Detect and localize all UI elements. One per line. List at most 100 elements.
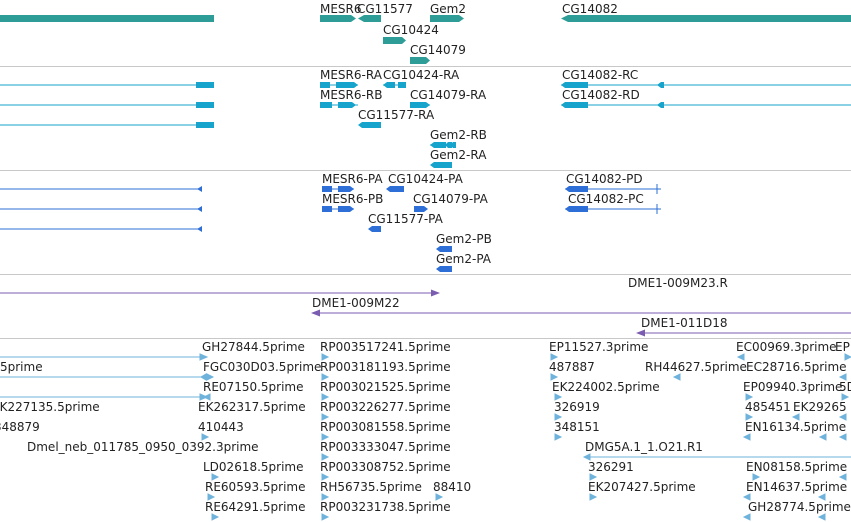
- est-feature[interactable]: [200, 373, 207, 381]
- mrna-label[interactable]: CG11577-RA: [358, 108, 435, 122]
- est-feature[interactable]: [838, 433, 847, 441]
- mrna-exon[interactable]: [338, 102, 356, 108]
- est-label[interactable]: Dmel_neb_011785_0950_0392.3prime: [27, 440, 259, 454]
- mrna-exon[interactable]: [561, 102, 588, 108]
- protein-label[interactable]: MESR6-PB: [322, 192, 384, 206]
- est-label[interactable]: RP003081558.5prime: [320, 420, 451, 434]
- oligo-feature[interactable]: [311, 309, 320, 317]
- est-feature[interactable]: [554, 393, 563, 401]
- mrna-label[interactable]: CG14082-RC: [562, 68, 639, 82]
- protein-label[interactable]: CG14082-PD: [566, 172, 643, 186]
- est-label[interactable]: GH28774.5prime: [748, 500, 851, 514]
- protein-label[interactable]: MESR6-PA: [322, 172, 383, 186]
- est-label[interactable]: EP11527.3prime: [549, 340, 649, 354]
- est-label[interactable]: EN14637.5prime: [746, 480, 848, 494]
- est-label[interactable]: RP003181193.5prime: [320, 360, 451, 374]
- est-label[interactable]: EP: [835, 340, 850, 354]
- est-feature[interactable]: [672, 373, 681, 381]
- protein-feature[interactable]: [197, 206, 202, 212]
- gene-feature[interactable]: [358, 15, 381, 22]
- est-label[interactable]: 326291: [588, 460, 634, 474]
- est-label[interactable]: RE07150.5prime: [203, 380, 304, 394]
- mrna-exon[interactable]: [196, 82, 214, 88]
- est-label[interactable]: EN08158.5prime: [746, 460, 848, 474]
- protein-feature[interactable]: [197, 226, 202, 232]
- mrna-exon[interactable]: [358, 122, 381, 128]
- oligo-label[interactable]: DME1-011D18: [641, 316, 728, 330]
- protein-feature[interactable]: [565, 206, 588, 212]
- est-label[interactable]: EK262317.5prime: [198, 400, 306, 414]
- est-feature[interactable]: [742, 513, 751, 521]
- est-feature[interactable]: [202, 393, 211, 401]
- mrna-exon[interactable]: [336, 82, 358, 88]
- mrna-exon[interactable]: [450, 142, 456, 148]
- mrna-label[interactable]: CG10424-RA: [383, 68, 460, 82]
- gene-label[interactable]: CG14082: [562, 2, 618, 16]
- est-feature[interactable]: [817, 513, 826, 521]
- est-label[interactable]: 5prime: [0, 360, 43, 374]
- est-label[interactable]: RP003021525.5prime: [320, 380, 451, 394]
- protein-label[interactable]: CG14082-PC: [568, 192, 644, 206]
- mrna-exon[interactable]: [320, 82, 330, 88]
- est-feature[interactable]: [752, 473, 761, 481]
- mrna-exon[interactable]: [410, 102, 430, 108]
- protein-feature[interactable]: [322, 206, 332, 212]
- gene-feature[interactable]: [430, 15, 464, 22]
- est-feature[interactable]: [745, 393, 754, 401]
- est-feature[interactable]: [838, 413, 847, 421]
- est-label[interactable]: RP003308752.5prime: [320, 460, 451, 474]
- mrna-exon[interactable]: [445, 142, 452, 148]
- est-feature[interactable]: [211, 473, 220, 481]
- est-feature[interactable]: [321, 373, 330, 381]
- est-feature[interactable]: [817, 493, 826, 501]
- est-feature[interactable]: [736, 353, 745, 361]
- est-feature[interactable]: [207, 493, 216, 501]
- protein-label[interactable]: Gem2-PB: [436, 232, 492, 246]
- mrna-exon[interactable]: [196, 102, 214, 108]
- gene-label[interactable]: CG11577: [357, 2, 413, 16]
- mrna-exon[interactable]: [657, 102, 664, 108]
- est-label[interactable]: 326919: [554, 400, 600, 414]
- mrna-exon[interactable]: [561, 82, 588, 88]
- gene-feature[interactable]: [383, 37, 406, 44]
- est-feature[interactable]: [321, 433, 330, 441]
- protein-label[interactable]: Gem2-PA: [436, 252, 492, 266]
- est-label[interactable]: EC00969.3prime: [736, 340, 837, 354]
- est-label[interactable]: RH44627.5prime: [645, 360, 747, 374]
- mrna-exon[interactable]: [320, 102, 332, 108]
- gene-label[interactable]: Gem2: [430, 2, 467, 16]
- protein-feature[interactable]: [338, 206, 354, 212]
- est-feature[interactable]: [838, 373, 847, 381]
- gene-feature[interactable]: [0, 15, 214, 22]
- est-label[interactable]: 88410: [433, 480, 472, 494]
- est-feature[interactable]: [321, 473, 330, 481]
- est-label[interactable]: 485451: [745, 400, 791, 414]
- est-feature[interactable]: [589, 473, 598, 481]
- gene-feature[interactable]: [320, 15, 356, 22]
- est-feature[interactable]: [321, 493, 330, 501]
- est-feature[interactable]: [838, 473, 847, 481]
- est-feature[interactable]: [201, 433, 210, 441]
- est-label[interactable]: EK227135.5prime: [0, 400, 100, 414]
- oligo-label[interactable]: DME1-009M22: [312, 296, 400, 310]
- est-feature[interactable]: [199, 353, 209, 361]
- est-feature[interactable]: [554, 433, 563, 441]
- mrna-label[interactable]: Gem2-RB: [430, 128, 487, 142]
- oligo-label[interactable]: DME1-009M23.R: [628, 276, 728, 290]
- est-label[interactable]: 410443: [198, 420, 244, 434]
- mrna-label[interactable]: Gem2-RA: [430, 148, 487, 162]
- est-label[interactable]: GH27844.5prime: [202, 340, 305, 354]
- est-label[interactable]: 5D: [839, 380, 851, 394]
- est-feature[interactable]: [550, 373, 559, 381]
- protein-feature[interactable]: [436, 246, 452, 252]
- est-feature[interactable]: [321, 413, 330, 421]
- est-feature[interactable]: [550, 353, 559, 361]
- est-label[interactable]: RP003226277.5prime: [320, 400, 451, 414]
- est-label[interactable]: RH56735.5prime: [320, 480, 422, 494]
- gene-feature[interactable]: [410, 57, 430, 64]
- protein-feature[interactable]: [197, 186, 202, 192]
- est-feature[interactable]: [321, 353, 330, 361]
- est-label[interactable]: EN16134.5prime: [745, 420, 847, 434]
- est-label[interactable]: RP003231738.5prime: [320, 500, 451, 514]
